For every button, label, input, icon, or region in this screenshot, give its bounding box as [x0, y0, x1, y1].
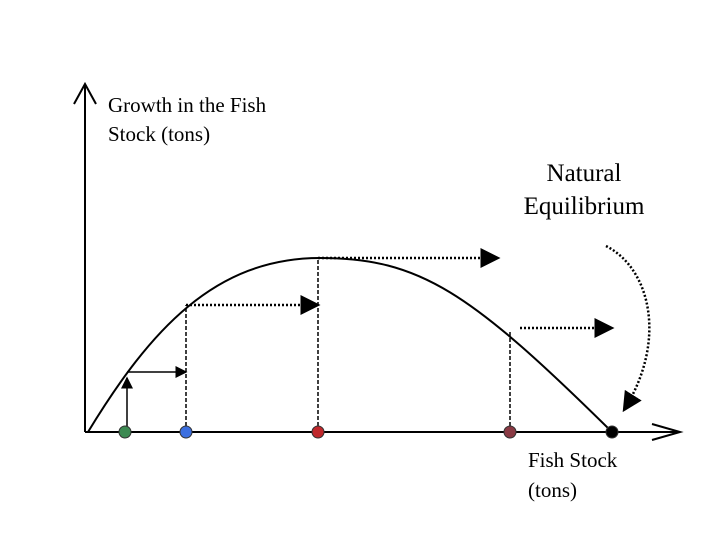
stock-point	[605, 425, 619, 439]
growth-curve	[87, 256, 613, 433]
stock-point	[503, 425, 517, 439]
x-axis-arrow	[651, 423, 684, 441]
stock-points	[118, 425, 619, 439]
annotation: Equilibrium	[524, 193, 645, 220]
y-axis-label: Growth in the Fish	[108, 93, 267, 117]
stock-point	[118, 425, 132, 439]
stock-point	[179, 425, 193, 439]
annotation: Natural	[547, 160, 622, 187]
stock-point	[311, 425, 325, 439]
growth-arrows	[127, 244, 651, 413]
x-axis-label: Fish Stock	[528, 448, 618, 472]
equilibrium-arrow	[605, 244, 651, 413]
guides	[121, 258, 511, 432]
y-axis-arrow	[73, 81, 97, 105]
y-axis-label: Stock (tons)	[108, 122, 210, 146]
x-axis-label: (tons)	[528, 478, 577, 502]
